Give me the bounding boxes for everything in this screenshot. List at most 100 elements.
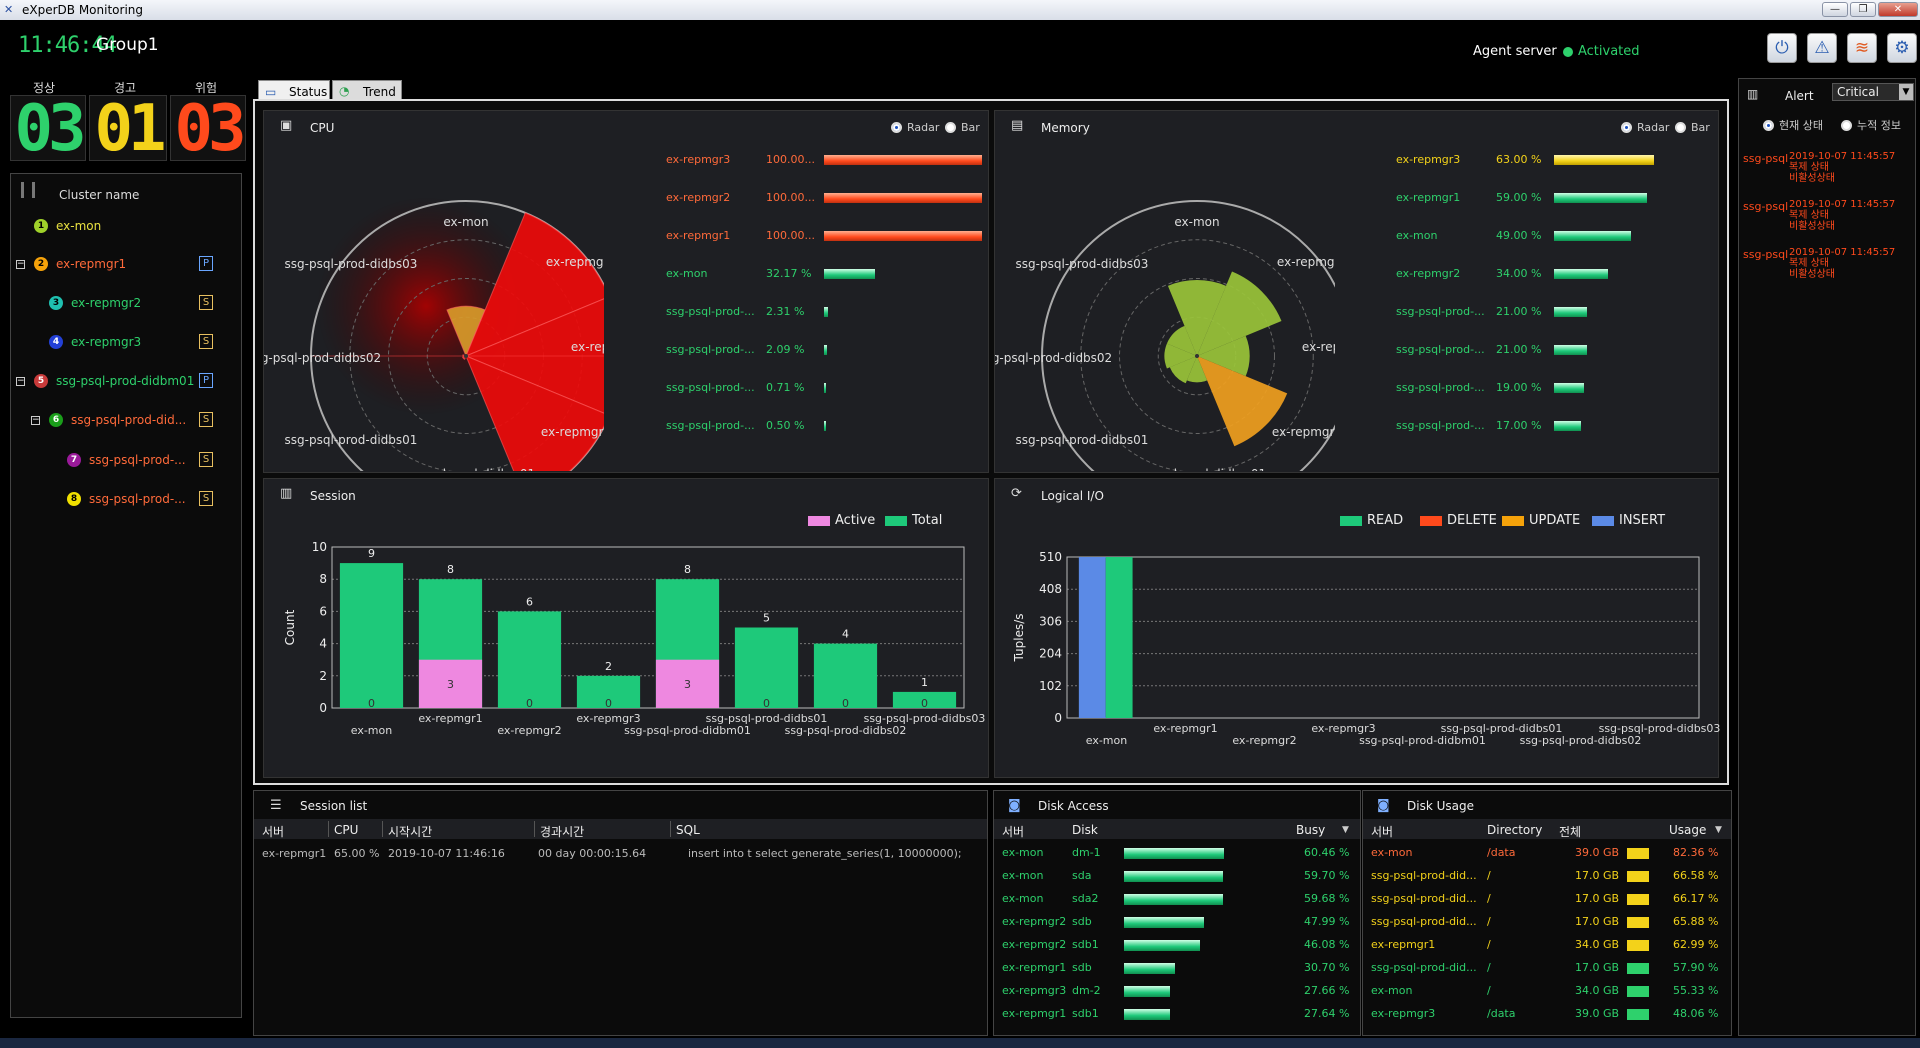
usage-row[interactable]: ssg-psql-prod-... 21.00 % bbox=[1396, 305, 1716, 319]
disk-usage-row[interactable]: ssg-psql-prod-did... / 17.0 GB 66.17 % bbox=[1363, 889, 1731, 909]
bar-active[interactable] bbox=[418, 659, 483, 708]
critical-count[interactable]: 03 bbox=[170, 95, 247, 162]
sort-desc-icon[interactable]: ▼ bbox=[1715, 825, 1722, 835]
tree-node[interactable]: 4 ex-repmgr3 bbox=[49, 332, 141, 352]
alert-item[interactable]: ssg-psql 2019-10-07 11:45:57 복제 상태 비활성상태 bbox=[1743, 151, 1913, 191]
tree-node[interactable]: 6 ssg-psql-prod-did... bbox=[49, 410, 186, 430]
tree-node[interactable]: 2 ex-repmgr1 bbox=[34, 254, 126, 274]
tab-trend[interactable]: ◔ Trend bbox=[332, 80, 402, 102]
usage-row[interactable]: ex-repmgr3 100.00... bbox=[666, 153, 986, 167]
warning-icon[interactable]: ⚠ bbox=[1807, 33, 1837, 63]
disk-access-row[interactable]: ex-repmgr2 sdb1 46.08 % bbox=[994, 935, 1360, 955]
disk-usage-row[interactable]: ssg-psql-prod-did... / 17.0 GB 57.90 % bbox=[1363, 958, 1731, 978]
alert-item[interactable]: ssg-psql 2019-10-07 11:45:57 복제 상태 비활성상태 bbox=[1743, 199, 1913, 239]
sort-desc-icon[interactable]: ▼ bbox=[1342, 825, 1349, 835]
group-name[interactable]: Group1 bbox=[96, 35, 159, 55]
legend-label: INSERT bbox=[1619, 513, 1666, 528]
usage-row[interactable]: ssg-psql-prod-... 2.09 % bbox=[666, 343, 986, 357]
alert-item[interactable]: ssg-psql 2019-10-07 11:45:57 복제 상태 비활성상태 bbox=[1743, 247, 1913, 287]
bar-total[interactable] bbox=[339, 563, 404, 708]
power-icon[interactable]: ⏻ bbox=[1767, 33, 1797, 63]
tree-node[interactable]: 8 ssg-psql-prod-... bbox=[67, 489, 186, 509]
tree-toggle[interactable]: − bbox=[16, 376, 25, 386]
tab-status[interactable]: ▭ Status bbox=[258, 80, 330, 102]
bar-total[interactable] bbox=[734, 627, 799, 709]
session-row[interactable]: ex-repmgr1 65.00 % 2019-10-07 11:46:16 00 d… bbox=[254, 845, 987, 863]
tree-node[interactable]: 1 ex-mon bbox=[34, 216, 101, 236]
disk-usage-col-header[interactable]: 전체 bbox=[1559, 825, 1582, 839]
settings-icon[interactable]: ⚙ bbox=[1887, 33, 1917, 63]
restore-button[interactable]: ❐ bbox=[1850, 2, 1876, 17]
bar-total[interactable] bbox=[576, 675, 641, 708]
disk-access-row[interactable]: ex-repmgr2 sdb 47.99 % bbox=[994, 912, 1360, 932]
disk-usage-row[interactable]: ex-repmgr3/data 39.0 GB 48.06 % bbox=[1363, 1004, 1731, 1024]
bar-active[interactable] bbox=[655, 659, 720, 708]
disk-usage-col-header[interactable]: Directory bbox=[1487, 823, 1543, 837]
alert-acc-radio[interactable]: 누적 정보 bbox=[1841, 117, 1901, 133]
session-list-col-header[interactable]: CPU bbox=[334, 823, 359, 837]
tree-node[interactable]: 3 ex-repmgr2 bbox=[49, 293, 141, 313]
session-list-col-header[interactable]: 시작시간 bbox=[388, 825, 433, 839]
usage-row[interactable]: ssg-psql-prod-... 0.50 % bbox=[666, 419, 986, 433]
session-list-col-header[interactable]: 서버 bbox=[262, 825, 285, 839]
memory-bar-radio[interactable]: Bar bbox=[1675, 121, 1710, 134]
usage-row-bar bbox=[824, 421, 826, 431]
normal-count[interactable]: 03 bbox=[10, 95, 87, 162]
alert-now-radio[interactable]: 현재 상태 bbox=[1763, 117, 1823, 133]
usage-row[interactable]: ssg-psql-prod-... 21.00 % bbox=[1396, 343, 1716, 357]
usage-row-name: ex-mon bbox=[1396, 229, 1438, 242]
disk-access-row[interactable]: ex-mon sda2 59.68 % bbox=[994, 889, 1360, 909]
tree-toggle[interactable]: − bbox=[16, 259, 25, 269]
bar-read[interactable] bbox=[1105, 557, 1133, 718]
cluster-tree-panel: Cluster name 1 ex-mon −2 ex-repmgr1 P 3 ex-rep… bbox=[10, 173, 242, 1018]
memory-radar-radio[interactable]: Radar bbox=[1621, 121, 1669, 134]
disk-access-col-header[interactable]: 서버 bbox=[1002, 825, 1025, 839]
cpu-title: CPU bbox=[310, 121, 335, 135]
disk-access-row[interactable]: ex-repmgr1 sdb1 27.64 % bbox=[994, 1004, 1360, 1024]
usage-row[interactable]: ex-repmgr2 100.00... bbox=[666, 191, 986, 205]
disk-access-icon: ◙ bbox=[1008, 798, 1021, 813]
disk-access-row[interactable]: ex-repmgr3 dm-2 27.66 % bbox=[994, 981, 1360, 1001]
bar-insert[interactable] bbox=[1078, 557, 1106, 718]
disk-access-row[interactable]: ex-mon dm-1 60.46 % bbox=[994, 843, 1360, 863]
usage-row[interactable]: ssg-psql-prod-... 2.31 % bbox=[666, 305, 986, 319]
usage-row[interactable]: ex-repmgr1 59.00 % bbox=[1396, 191, 1716, 205]
session-list-col-header[interactable]: SQL bbox=[676, 823, 700, 837]
close-button[interactable]: ✕ bbox=[1878, 2, 1918, 17]
disk-access-row[interactable]: ex-repmgr1 sdb 30.70 % bbox=[994, 958, 1360, 978]
minimize-button[interactable]: — bbox=[1822, 2, 1848, 17]
usage-row[interactable]: ex-mon 32.17 % bbox=[666, 267, 986, 281]
disk-usage-col-header[interactable]: 서버 bbox=[1371, 825, 1394, 839]
usage-row[interactable]: ex-repmgr2 34.00 % bbox=[1396, 267, 1716, 281]
tree-node[interactable]: 7 ssg-psql-prod-... bbox=[67, 450, 186, 470]
disk-usage-row[interactable]: ex-repmgr1 / 34.0 GB 62.99 % bbox=[1363, 935, 1731, 955]
cpu-icon: ▣ bbox=[280, 118, 293, 133]
disk-access-row[interactable]: ex-mon sda 59.70 % bbox=[994, 866, 1360, 886]
tree-toggle[interactable]: − bbox=[31, 415, 40, 425]
usage-row-bar bbox=[824, 345, 828, 355]
usage-row[interactable]: ssg-psql-prod-... 19.00 % bbox=[1396, 381, 1716, 395]
disk-access-col-header[interactable]: Disk bbox=[1072, 823, 1098, 837]
cpu-radar-radio[interactable]: Radar bbox=[891, 121, 939, 134]
disk-usage-row[interactable]: ex-mon / 34.0 GB 55.33 % bbox=[1363, 981, 1731, 1001]
warning-count[interactable]: 01 bbox=[89, 95, 167, 162]
usage-row[interactable]: ssg-psql-prod-... 17.00 % bbox=[1396, 419, 1716, 433]
chart-icon[interactable]: ≋ bbox=[1847, 33, 1877, 63]
disk-usage-row[interactable]: ssg-psql-prod-did... / 17.0 GB 66.58 % bbox=[1363, 866, 1731, 886]
disk-access-col-header[interactable]: Busy bbox=[1296, 823, 1326, 837]
usage-row[interactable]: ex-repmgr1 100.00... bbox=[666, 229, 986, 243]
bar-total[interactable] bbox=[813, 643, 878, 708]
tree-node[interactable]: 5 ssg-psql-prod-didbm01 bbox=[34, 371, 194, 391]
cpu-bar-radio[interactable]: Bar bbox=[945, 121, 980, 134]
bar-total[interactable] bbox=[497, 611, 562, 708]
disk-usage-row[interactable]: ssg-psql-prod-did... / 17.0 GB 65.88 % bbox=[1363, 912, 1731, 932]
disk-usage-row[interactable]: ex-mon/data 39.0 GB 82.36 % bbox=[1363, 843, 1731, 863]
bar-total[interactable] bbox=[892, 691, 957, 708]
usage-row-name: ex-repmgr1 bbox=[666, 229, 731, 242]
disk-usage-col-header[interactable]: Usage bbox=[1669, 823, 1707, 837]
usage-row[interactable]: ex-mon 49.00 % bbox=[1396, 229, 1716, 243]
usage-row[interactable]: ssg-psql-prod-... 0.71 % bbox=[666, 381, 986, 395]
session-list-col-header[interactable]: 경과시간 bbox=[540, 825, 585, 839]
usage-row[interactable]: ex-repmgr3 63.00 % bbox=[1396, 153, 1716, 167]
alert-filter-select[interactable]: Critical ▼ bbox=[1832, 83, 1914, 101]
